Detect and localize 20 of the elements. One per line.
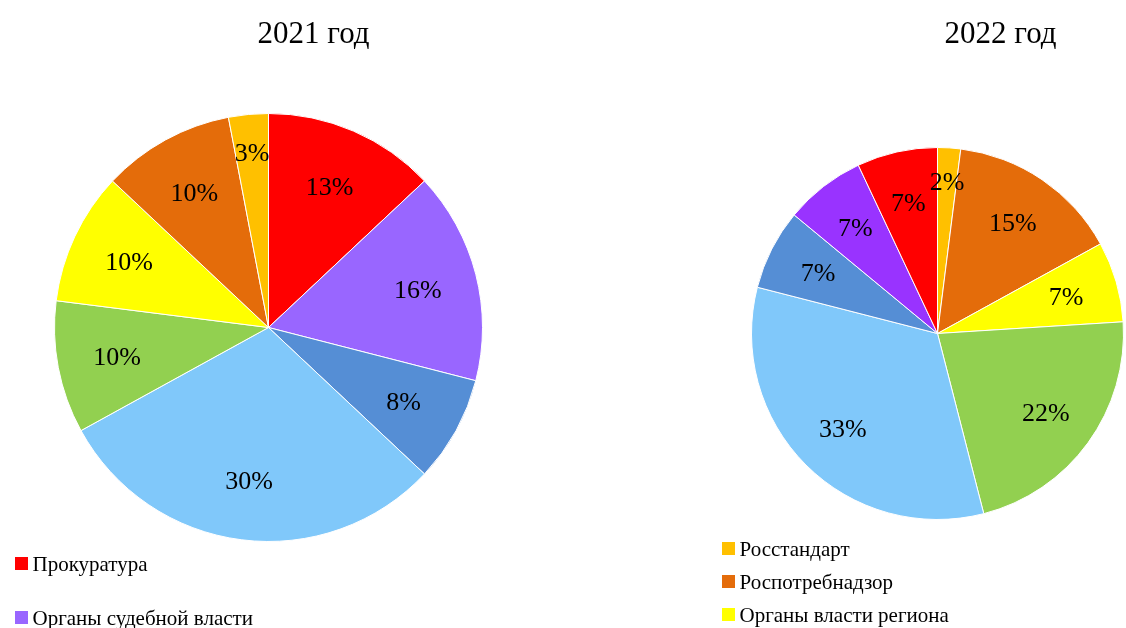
data-label: 15%: [988, 208, 1037, 238]
legend-label: Роспотребнадзор: [739, 569, 894, 594]
data-label: 8%: [386, 387, 421, 417]
data-label: 16%: [393, 274, 442, 304]
data-label: 10%: [93, 341, 141, 371]
data-label: 30%: [225, 465, 274, 495]
data-label: 22%: [1022, 397, 1070, 427]
data-label: 7%: [1048, 281, 1084, 311]
legend-label: Прокуратура: [32, 551, 149, 576]
data-label: 10%: [170, 177, 219, 207]
data-label: 7%: [890, 188, 926, 218]
data-label: 7%: [800, 258, 836, 288]
legend-label: Органы власти региона: [739, 602, 950, 627]
legend-label: Росстандарт: [739, 536, 850, 561]
data-label: 7%: [838, 213, 873, 243]
data-label: 13%: [305, 171, 354, 201]
chart-title: 2021 год: [257, 15, 370, 50]
chart-title: 2022 год: [944, 15, 1057, 50]
data-label: 33%: [818, 413, 867, 443]
data-label: 10%: [105, 247, 153, 277]
